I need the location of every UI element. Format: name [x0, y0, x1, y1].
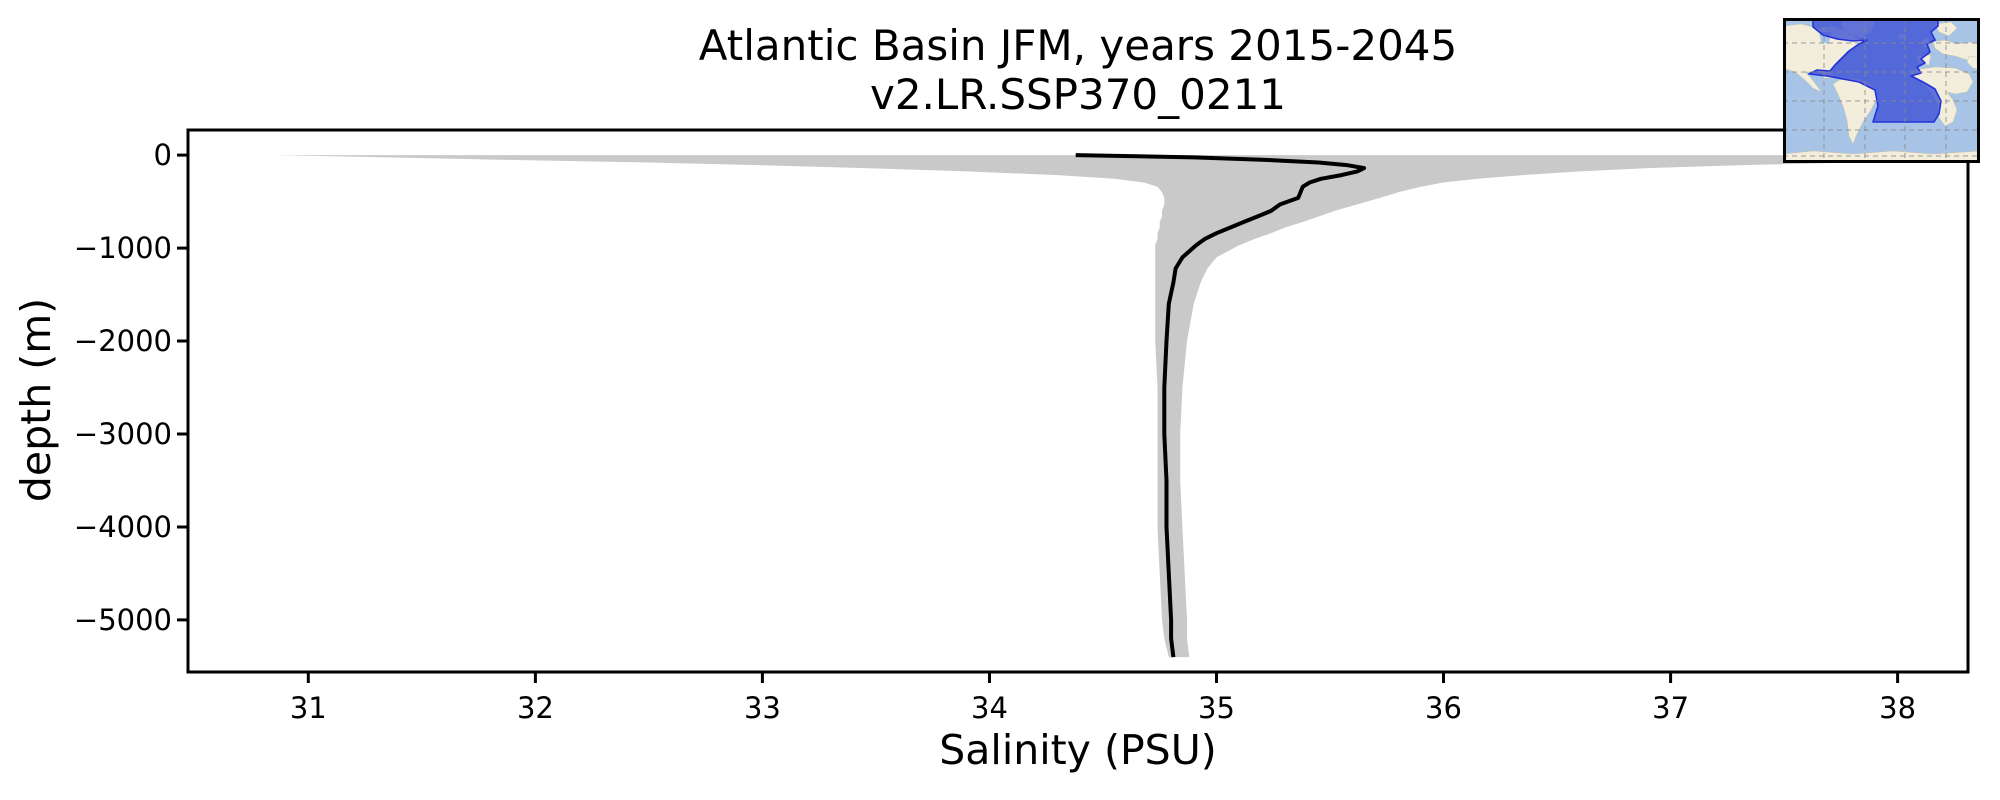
map-highlight-atlantic-basin [1808, 19, 1942, 123]
plot-frame [186, 128, 1970, 674]
chart-title: Atlantic Basin JFM, years 2015-2045 [698, 21, 1458, 70]
map-gridlines [1783, 18, 1980, 163]
y-axis-label: depth (m) [12, 297, 60, 503]
x-tick-label: 33 [744, 691, 781, 725]
x-tick-label: 32 [517, 691, 554, 725]
y-tick-label: −1000 [74, 231, 172, 265]
map-frame [1783, 18, 1980, 163]
title-block: Atlantic Basin JFM, years 2015-2045 v2.L… [188, 21, 1968, 119]
x-tick-label: 36 [1425, 691, 1462, 725]
x-tick-label: 38 [1879, 691, 1916, 725]
y-tick-label: −4000 [74, 510, 172, 544]
salinity-mean-line [1075, 153, 1367, 658]
x-tick-label: 37 [1652, 691, 1689, 725]
salinity-range-band [274, 155, 1968, 658]
x-tick-label: 31 [290, 691, 327, 725]
x-tick-label: 34 [971, 691, 1008, 725]
y-tick-label: −5000 [74, 603, 172, 637]
inset-map [1783, 18, 1980, 163]
x-axis-label: Salinity (PSU) [939, 726, 1217, 774]
y-tick-label: −2000 [74, 324, 172, 358]
x-tick-label: 35 [1198, 691, 1235, 725]
y-tick-label: 0 [154, 138, 172, 172]
y-tick-label: −3000 [74, 417, 172, 451]
chart-subtitle: v2.LR.SSP370_0211 [869, 70, 1287, 119]
map-land-europe [1932, 39, 1980, 63]
